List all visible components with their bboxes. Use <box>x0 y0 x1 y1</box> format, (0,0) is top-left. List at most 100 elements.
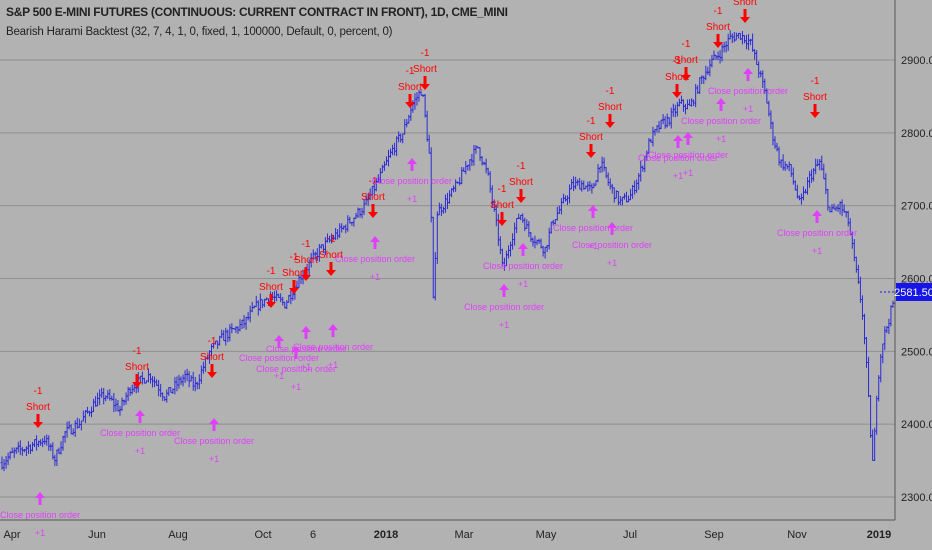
ohlc-bar <box>629 188 633 201</box>
ohlc-bar <box>409 107 413 121</box>
ohlc-bar <box>395 136 399 157</box>
ohlc-bar <box>118 405 122 416</box>
ohlc-bar <box>391 144 395 156</box>
ohlc-bar <box>547 227 551 250</box>
ohlc-bar <box>873 427 877 461</box>
ohlc-bar <box>710 54 714 68</box>
ohlc-bar <box>336 229 340 240</box>
ohlc-bar <box>718 50 722 64</box>
close-arrow-icon <box>291 346 301 359</box>
ohlc-bar <box>104 395 108 402</box>
ohlc-bar <box>803 188 807 194</box>
ohlc-bar <box>4 456 8 469</box>
ohlc-bar <box>671 103 675 117</box>
short-signal: -1 Short <box>490 184 514 226</box>
signal-qty: +1 <box>135 446 145 456</box>
ohlc-bar <box>635 179 639 193</box>
ohlc-bar <box>148 373 152 384</box>
ohlc-bar <box>55 449 59 466</box>
short-signal: -1 Short <box>579 116 603 158</box>
ohlc-bar <box>169 387 173 393</box>
signal-qty: -1 <box>406 66 415 77</box>
ohlc-bar <box>801 186 805 201</box>
short-signal: -1 Short <box>413 48 437 90</box>
close-signal: Close position order+1 <box>553 205 633 251</box>
close-arrow-icon <box>588 205 598 218</box>
ohlc-bar <box>624 191 628 203</box>
ohlc-bar <box>720 43 724 62</box>
close-arrow-icon <box>499 284 509 297</box>
ohlc-bar <box>228 324 232 342</box>
ohlc-bar <box>47 435 51 451</box>
ohlc-bar <box>175 376 179 392</box>
ohlc-bar <box>498 236 502 255</box>
ohlc-bar <box>189 375 193 382</box>
signal-label: Close position order <box>638 153 718 163</box>
ohlc-bar <box>799 193 803 205</box>
ohlc-bar <box>199 365 203 384</box>
ohlc-bar <box>639 160 643 182</box>
close-signal: Close position order+1 <box>239 335 319 381</box>
ohlc-bar <box>124 392 128 405</box>
ohlc-bar <box>891 300 895 308</box>
ohlc-bar <box>281 296 285 306</box>
study-label[interactable]: Bearish Harami Backtest (32, 7, 4, 1, 0,… <box>6 26 393 38</box>
ohlc-bar <box>838 201 842 215</box>
ohlc-bar <box>458 177 462 186</box>
short-arrow-icon <box>207 364 217 378</box>
signal-qty: +1 <box>716 134 726 144</box>
ohlc-bar <box>846 210 850 227</box>
ohlc-bar <box>608 178 612 190</box>
ohlc-bar <box>496 213 500 246</box>
signal-label: Short <box>259 282 283 293</box>
ohlc-bar <box>242 315 246 329</box>
ohlc-bar <box>751 33 755 52</box>
signal-label: Short <box>598 102 622 113</box>
ohlc-bar <box>832 203 836 210</box>
ohlc-bar <box>771 121 775 146</box>
ohlc-bar <box>633 180 637 195</box>
ohlc-bar <box>745 34 749 50</box>
ohlc-bar <box>653 128 657 136</box>
ohlc-bar <box>877 375 881 402</box>
ohlc-bar <box>665 113 669 128</box>
short-signal: -1 Short <box>509 161 533 203</box>
close-signal: Close position order+1 <box>572 222 652 268</box>
ohlc-bar <box>570 179 574 190</box>
signal-label: Short <box>665 72 689 83</box>
ohlc-bar <box>464 161 468 175</box>
signal-qty: +1 <box>743 104 753 114</box>
ohlc-bar <box>488 171 492 193</box>
ohlc-bar <box>423 93 427 118</box>
ohlc-bar <box>810 169 814 183</box>
signal-qty: -1 <box>133 346 142 357</box>
signal-label: Close position order <box>372 176 452 186</box>
signal-qty: +1 <box>518 279 528 289</box>
short-arrow-icon <box>605 114 615 128</box>
ohlc-bar <box>193 377 197 392</box>
ohlc-bar <box>452 185 456 193</box>
signal-qty: +1 <box>588 241 598 251</box>
short-arrow-icon <box>713 34 723 48</box>
ohlc-bar <box>818 159 822 171</box>
ohlc-bar <box>724 41 728 53</box>
short-signal: -1 Short <box>665 56 689 98</box>
signal-label: Short <box>579 132 603 143</box>
ohlc-bar <box>73 420 77 437</box>
ohlc-bar <box>568 184 572 204</box>
ohlc-bar <box>2 459 6 472</box>
ohlc-bar <box>96 392 100 407</box>
ohlc-bar <box>714 54 718 60</box>
ohlc-bar <box>187 371 191 388</box>
short-arrow-icon <box>681 67 691 81</box>
close-signal: Close position order+1 <box>648 132 728 178</box>
ohlc-bar <box>862 313 866 345</box>
ohlc-bar <box>183 370 187 383</box>
ohlc-bar <box>484 158 488 174</box>
close-signal: Close position order+1 <box>335 236 415 282</box>
signal-label: Short <box>490 200 514 211</box>
ohlc-bar <box>346 215 350 232</box>
ohlc-bar <box>87 410 91 417</box>
ohlc-bar <box>722 41 726 53</box>
